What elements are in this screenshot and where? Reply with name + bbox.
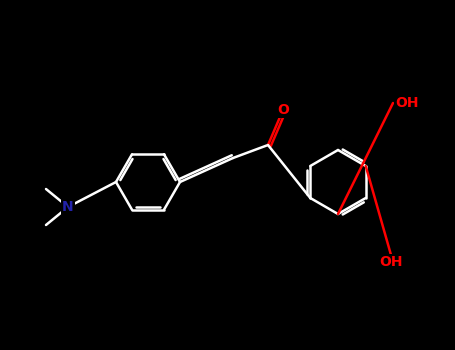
Text: OH: OH	[395, 96, 419, 110]
Text: N: N	[62, 200, 74, 214]
Text: O: O	[277, 103, 289, 117]
Text: OH: OH	[379, 255, 403, 269]
